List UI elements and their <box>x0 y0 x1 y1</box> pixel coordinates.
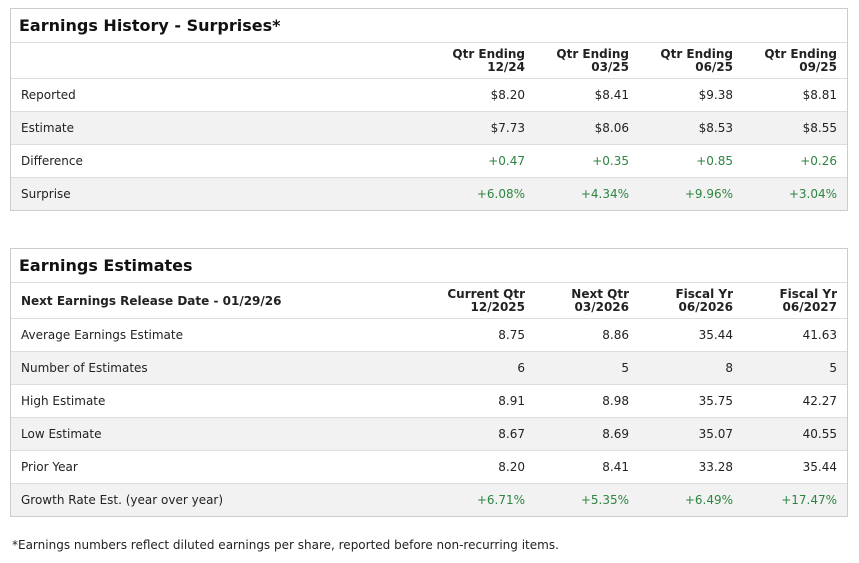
row-label: Growth Rate Est. (year over year) <box>21 493 224 507</box>
column-header-line: Qtr Ending <box>556 46 629 61</box>
column-header: Next Qtr 03/2026 <box>535 286 639 314</box>
row-label: Low Estimate <box>21 427 102 441</box>
header-row: Qtr Ending 12/24 Qtr Ending 03/25 Qtr Ending… <box>11 43 847 78</box>
column-header-line: 03/2026 <box>574 299 629 314</box>
header-row: Next Earnings Release Date - 01/29/26 Cur… <box>11 283 847 318</box>
column-header-line: Qtr Ending <box>764 46 837 61</box>
cell-value: $8.06 <box>594 121 629 135</box>
cell-value: 8.98 <box>602 394 629 408</box>
cell-value: 8.86 <box>602 328 629 342</box>
footnote: *Earnings numbers reflect diluted earnin… <box>12 538 559 552</box>
cell-value: $8.81 <box>802 88 837 102</box>
column-header-line: Qtr Ending <box>452 46 525 61</box>
row-label: Number of Estimates <box>21 361 148 375</box>
cell-value: $8.53 <box>698 121 733 135</box>
table-title: Earnings History - Surprises* <box>11 9 847 43</box>
column-header-line: 03/25 <box>591 59 629 74</box>
column-header: Qtr Ending 09/25 <box>743 46 847 74</box>
table-row: Prior Year 8.20 8.41 33.28 35.44 <box>11 450 847 483</box>
cell-value: +0.26 <box>800 154 837 168</box>
column-header: Qtr Ending 06/25 <box>639 46 743 74</box>
cell-value: 35.44 <box>802 460 837 474</box>
cell-value: +6.08% <box>476 187 525 201</box>
row-label: Average Earnings Estimate <box>21 328 183 342</box>
cell-value: 35.07 <box>698 427 733 441</box>
cell-value: 35.75 <box>698 394 733 408</box>
row-label: Reported <box>21 88 76 102</box>
cell-value: 6 <box>517 361 525 375</box>
column-header-line: Fiscal Yr <box>779 286 837 301</box>
column-header-line: Fiscal Yr <box>675 286 733 301</box>
table-row: Number of Estimates 6 5 8 5 <box>11 351 847 384</box>
column-header-line: 09/25 <box>799 59 837 74</box>
table: Earnings History - Surprises* Qtr Ending 1… <box>10 8 848 211</box>
cell-value: +4.34% <box>580 187 629 201</box>
table-row: Difference +0.47 +0.35 +0.85 +0.26 <box>11 144 847 177</box>
cell-value: +9.96% <box>684 187 733 201</box>
row-label: High Estimate <box>21 394 106 408</box>
column-header-line: 06/2026 <box>678 299 733 314</box>
cell-value: +0.47 <box>488 154 525 168</box>
cell-value: 40.55 <box>802 427 837 441</box>
column-header-line: Next Qtr <box>571 286 629 301</box>
cell-value: +3.04% <box>788 187 837 201</box>
cell-value: $8.55 <box>802 121 837 135</box>
cell-value: $7.73 <box>490 121 525 135</box>
row-label: Estimate <box>21 121 75 135</box>
header-label: Next Earnings Release Date - 01/29/26 <box>21 293 282 308</box>
cell-value: 5 <box>621 361 629 375</box>
cell-value: +0.85 <box>696 154 733 168</box>
column-header: Fiscal Yr 06/2027 <box>743 286 847 314</box>
cell-value: 8.69 <box>602 427 629 441</box>
cell-value: $8.41 <box>594 88 629 102</box>
column-header: Fiscal Yr 06/2026 <box>639 286 743 314</box>
row-label: Surprise <box>21 187 71 201</box>
cell-value: 41.63 <box>802 328 837 342</box>
cell-value: 8.91 <box>498 394 525 408</box>
table-row: Low Estimate 8.67 8.69 35.07 40.55 <box>11 417 847 450</box>
cell-value: $9.38 <box>698 88 733 102</box>
cell-value: +6.49% <box>684 493 733 507</box>
cell-value: +6.71% <box>476 493 525 507</box>
table-row: High Estimate 8.91 8.98 35.75 42.27 <box>11 384 847 417</box>
cell-value: 5 <box>829 361 837 375</box>
cell-value: 8 <box>725 361 733 375</box>
row-label: Difference <box>21 154 83 168</box>
column-header: Qtr Ending 12/24 <box>431 46 535 74</box>
column-header-line: 06/2027 <box>782 299 837 314</box>
column-header: Current Qtr 12/2025 <box>431 286 535 314</box>
cell-value: $8.20 <box>490 88 525 102</box>
table-row: Growth Rate Est. (year over year) +6.71% +… <box>11 483 847 516</box>
row-label: Prior Year <box>21 460 78 474</box>
column-header-line: Qtr Ending <box>660 46 733 61</box>
cell-value: 8.75 <box>498 328 525 342</box>
column-header: Qtr Ending 03/25 <box>535 46 639 74</box>
table-row: Estimate $7.73 $8.06 $8.53 $8.55 <box>11 111 847 144</box>
table-row: Reported $8.20 $8.41 $9.38 $8.81 <box>11 78 847 111</box>
column-header-line: 06/25 <box>695 59 733 74</box>
cell-value: 35.44 <box>698 328 733 342</box>
cell-value: 8.67 <box>498 427 525 441</box>
cell-value: 8.20 <box>498 460 525 474</box>
cell-value: 42.27 <box>802 394 837 408</box>
column-header-line: 12/24 <box>487 59 525 74</box>
table-title: Earnings Estimates <box>11 249 847 283</box>
cell-value: 8.41 <box>602 460 629 474</box>
table-row: Surprise +6.08% +4.34% +9.96% +3.04% <box>11 177 847 210</box>
cell-value: +0.35 <box>592 154 629 168</box>
column-header-line: 12/2025 <box>470 299 525 314</box>
table: Earnings Estimates Next Earnings Release … <box>10 248 848 517</box>
cell-value: +5.35% <box>580 493 629 507</box>
cell-value: 33.28 <box>698 460 733 474</box>
column-header-line: Current Qtr <box>447 286 525 301</box>
cell-value: +17.47% <box>781 493 837 507</box>
table-row: Average Earnings Estimate 8.75 8.86 35.44 41… <box>11 318 847 351</box>
